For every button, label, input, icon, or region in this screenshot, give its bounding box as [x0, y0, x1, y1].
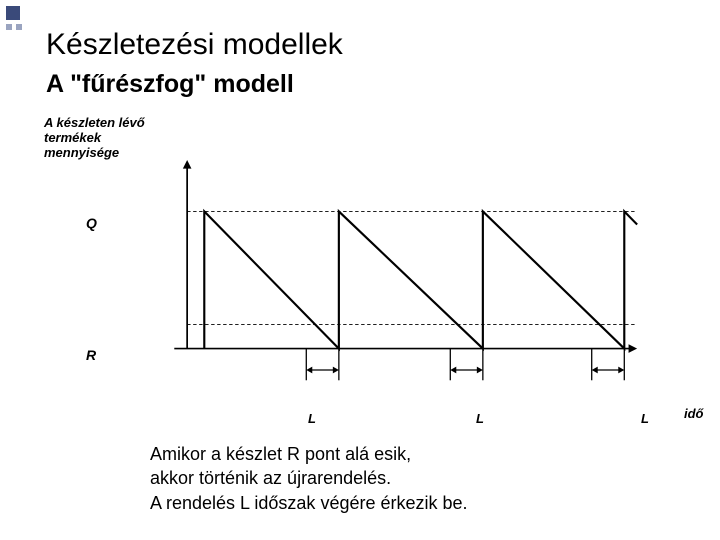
corner-bullets [6, 6, 22, 30]
sawtooth-chart [80, 160, 680, 400]
footer-line-3: A rendelés L időszak végére érkezik be. [150, 491, 468, 515]
l-label: L [641, 411, 649, 426]
page-title: Készletezési modellek [46, 28, 343, 62]
bullet-small [16, 24, 22, 30]
x-axis-label: idő [684, 406, 704, 421]
footer-line-2: akkor történik az újrarendelés. [150, 466, 468, 490]
page-subtitle: A "fűrészfog" modell [46, 70, 294, 99]
y-axis-label: A készleten lévő termékek mennyisége [44, 116, 154, 161]
footer-text: Amikor a készlet R pont alá esik, akkor … [150, 442, 468, 515]
footer-line-1: Amikor a készlet R pont alá esik, [150, 442, 468, 466]
l-label: L [308, 411, 316, 426]
bullet-small-row [6, 24, 22, 30]
l-label: L [476, 411, 484, 426]
bullet-small [6, 24, 12, 30]
bullet-large [6, 6, 20, 20]
